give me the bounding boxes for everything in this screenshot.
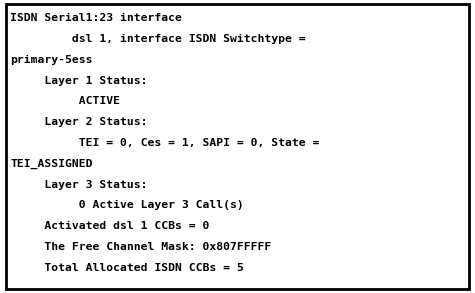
Text: Layer 2 Status:: Layer 2 Status: bbox=[10, 117, 148, 127]
Text: Total Allocated ISDN CCBs = 5: Total Allocated ISDN CCBs = 5 bbox=[10, 263, 244, 273]
Text: Layer 1 Status:: Layer 1 Status: bbox=[10, 76, 148, 86]
Text: TEI = 0, Ces = 1, SAPI = 0, State =: TEI = 0, Ces = 1, SAPI = 0, State = bbox=[10, 138, 320, 148]
Text: Activated dsl 1 CCBs = 0: Activated dsl 1 CCBs = 0 bbox=[10, 221, 210, 231]
Text: dsl 1, interface ISDN Switchtype =: dsl 1, interface ISDN Switchtype = bbox=[10, 34, 306, 44]
Text: ACTIVE: ACTIVE bbox=[10, 96, 121, 106]
Text: Layer 3 Status:: Layer 3 Status: bbox=[10, 180, 148, 190]
Text: ISDN Serial1:23 interface: ISDN Serial1:23 interface bbox=[10, 13, 182, 23]
Text: primary-5ess: primary-5ess bbox=[10, 55, 93, 65]
Text: The Free Channel Mask: 0x807FFFFF: The Free Channel Mask: 0x807FFFFF bbox=[10, 242, 272, 252]
Text: TEI_ASSIGNED: TEI_ASSIGNED bbox=[10, 159, 93, 169]
Text: 0 Active Layer 3 Call(s): 0 Active Layer 3 Call(s) bbox=[10, 200, 244, 210]
